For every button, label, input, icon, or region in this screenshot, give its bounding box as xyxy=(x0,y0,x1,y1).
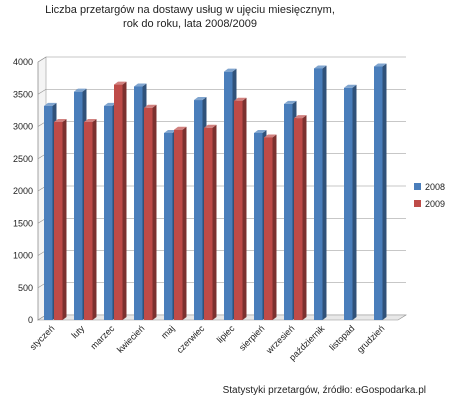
bar-front xyxy=(174,129,183,320)
bar-2009-luty xyxy=(84,118,97,320)
bar-top xyxy=(134,83,147,87)
bar-top xyxy=(104,102,117,106)
bar-front xyxy=(254,132,263,320)
x-tick-label: kwiecień xyxy=(115,323,146,354)
bar-top xyxy=(194,97,207,101)
bar-front xyxy=(114,84,123,320)
y-tick-label: 2500 xyxy=(13,154,33,164)
x-tick-label: lipiec xyxy=(215,323,237,345)
x-tick-label: maj xyxy=(159,323,176,340)
bar-top xyxy=(74,88,87,92)
y-tick-label: 0 xyxy=(28,315,33,325)
bar-top xyxy=(234,97,247,101)
bar-front xyxy=(194,100,203,321)
bar-top xyxy=(224,68,237,72)
legend-swatch-2008 xyxy=(414,183,421,190)
bar-front xyxy=(134,86,143,320)
bar-top xyxy=(44,102,57,106)
bar-2008-listopad xyxy=(344,84,357,320)
bar-front xyxy=(234,100,243,320)
y-tick-label: 3000 xyxy=(13,122,33,132)
bar-side xyxy=(352,84,357,320)
bar-front xyxy=(344,87,353,320)
x-tick-label: marzec xyxy=(88,323,116,351)
plot-area: 0 500 1000 1500 2000 2500 3000 3500 4000 styczeń l… xyxy=(13,56,408,363)
bar-side xyxy=(212,124,217,320)
bar-front xyxy=(204,127,213,320)
bar-2009-marzec xyxy=(114,81,127,320)
bar-2009-kwiecień xyxy=(144,104,157,320)
bar-front xyxy=(84,121,93,320)
bar-top xyxy=(344,84,357,88)
bar-front xyxy=(224,71,233,320)
bar-front xyxy=(44,105,53,320)
y-tick-label: 3500 xyxy=(13,89,33,99)
bar-2009-wrzesień xyxy=(294,115,307,321)
bar-front xyxy=(164,132,173,320)
bar-side xyxy=(242,97,247,320)
bar-front xyxy=(144,107,153,320)
bar-top xyxy=(294,115,307,119)
y-tick-label: 1500 xyxy=(13,218,33,228)
bar-front xyxy=(374,66,383,320)
bar-side xyxy=(122,81,127,320)
bar-side xyxy=(322,65,327,320)
bar-top xyxy=(204,124,217,128)
x-tick-label: listopad xyxy=(327,323,356,352)
chart-title-line-2: rok do roku, lata 2008/2009 xyxy=(123,18,257,30)
source-note: Statystyki przetargów, źródło: eGospodar… xyxy=(223,385,426,396)
chart-title-line-1: Liczba przetargów na dostawy usług w uję… xyxy=(45,4,335,16)
legend: 2008 2009 xyxy=(414,182,445,209)
bar-top xyxy=(284,100,297,104)
bar-2008-październik xyxy=(314,65,327,320)
bar-top xyxy=(264,134,277,138)
bar-front xyxy=(104,105,113,320)
legend-label-2008: 2008 xyxy=(425,182,445,192)
bar-2009-sierpień xyxy=(264,134,277,320)
bar-top xyxy=(164,129,177,133)
bar-top xyxy=(174,126,187,130)
bar-side xyxy=(272,134,277,320)
x-tick-label: styczeń xyxy=(28,323,57,352)
bar-front xyxy=(294,118,303,321)
y-tick-label: 1000 xyxy=(13,251,33,261)
bar-top xyxy=(84,118,97,122)
bar-2009-maj xyxy=(174,126,187,320)
bar-top xyxy=(54,118,67,122)
bar-side xyxy=(62,118,67,320)
gridline xyxy=(37,88,406,95)
y-tick-label: 500 xyxy=(18,283,33,293)
bar-front xyxy=(264,137,273,320)
bar-top xyxy=(314,65,327,69)
bar-front xyxy=(54,121,63,320)
x-tick-label: grudzień xyxy=(355,323,386,354)
bar-top xyxy=(374,63,387,67)
bar-2008-grudzień xyxy=(374,63,387,320)
bar-side xyxy=(182,126,187,320)
bar-side xyxy=(302,115,307,321)
bar-side xyxy=(382,63,387,320)
bar-top xyxy=(254,129,267,133)
bar-top xyxy=(144,104,157,108)
x-tick-label: sierpień xyxy=(237,323,266,352)
legend-label-2009: 2009 xyxy=(425,199,445,209)
bar-front xyxy=(314,68,323,320)
bar-front xyxy=(284,103,293,320)
bar-2009-styczeń xyxy=(54,118,67,320)
bar-front xyxy=(74,91,83,320)
x-tick-label: luty xyxy=(69,323,86,340)
y-tick-label: 4000 xyxy=(13,57,33,67)
legend-swatch-2009 xyxy=(414,200,421,207)
bar-2009-czerwiec xyxy=(204,124,217,320)
y-tick-label: 2000 xyxy=(13,186,33,196)
bar-side xyxy=(92,118,97,320)
gridline xyxy=(37,56,406,63)
x-tick-label: czerwiec xyxy=(175,323,207,355)
bar-top xyxy=(114,81,127,85)
bar-2009-lipiec xyxy=(234,97,247,320)
bar-side xyxy=(152,104,157,320)
